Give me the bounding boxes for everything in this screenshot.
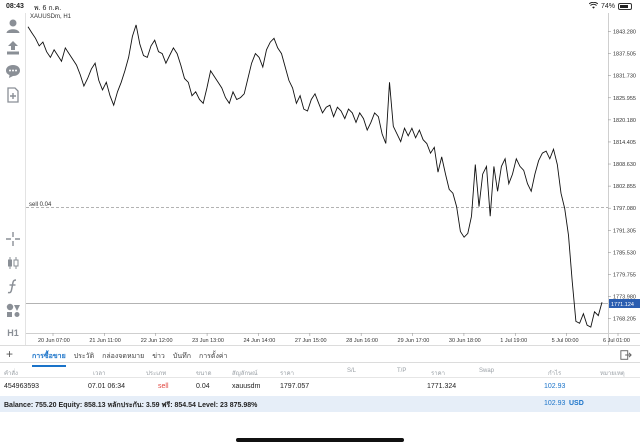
chart-symbol-label: XAUUSDm, H1 (30, 14, 72, 20)
price-axis-tick-label: 1802.855 (613, 184, 636, 190)
price-line-series (27, 24, 603, 328)
time-axis-tick-label: 1 Jul 19:00 (500, 338, 527, 344)
objects-shapes-icon[interactable] (4, 301, 22, 319)
column-header-10[interactable]: กำไร (548, 371, 562, 377)
chat-icon[interactable] (4, 62, 22, 80)
status-time: 08:43 (6, 3, 24, 10)
profit-currency: USD (569, 400, 584, 407)
time-axis-tick-label: 28 Jun 16:00 (346, 338, 378, 344)
tab-4[interactable]: บันทึก (172, 353, 191, 360)
order-current-price: 1771.324 (427, 383, 457, 390)
column-header-11[interactable]: หมายเหตุ (600, 371, 625, 377)
time-axis-tick-label: 21 Jun 11:00 (89, 338, 120, 344)
price-axis-tick-label: 1808.630 (613, 162, 636, 168)
time-axis-tick-label: 27 Jun 15:00 (295, 338, 327, 344)
price-chart[interactable]: XAUUSDm, H1 sell 0.04 1771.124 1843.280 1… (26, 13, 640, 345)
order-time: 07.01 06:34 (88, 383, 125, 390)
wifi-icon (588, 1, 599, 11)
column-header-2[interactable]: ประเภท (146, 371, 167, 377)
tab-2[interactable]: กล่องจดหมาย (102, 353, 145, 360)
time-axis-ticks: 20 Jun 07:00 21 Jun 11:00 22 Jun 12:00 23 J… (38, 333, 630, 344)
price-axis-tick-label: 1768.205 (613, 317, 636, 323)
status-bar: 08:43 พ. 6 ก.ค. 74% (0, 0, 640, 13)
order-profit: 102.93 (544, 383, 566, 390)
tab-1[interactable]: ประวัติ (73, 353, 95, 360)
time-axis-tick-label: 29 Jun 17:00 (398, 338, 430, 344)
order-size: 0.04 (196, 383, 210, 390)
column-header-8[interactable]: ราคา (431, 371, 445, 377)
price-axis-tick-label: 1779.755 (613, 272, 636, 278)
order-open-price: 1797.057 (280, 383, 310, 390)
status-right: 74% (588, 1, 632, 11)
column-header-9[interactable]: Swap (479, 368, 495, 374)
time-axis-tick-label: 5 Jul 00:00 (552, 338, 579, 344)
time-axis-tick-label: 20 Jun 07:00 (38, 338, 70, 344)
column-header-1[interactable]: เวลา (93, 371, 106, 377)
price-axis-tick-label: 1797.080 (613, 206, 636, 212)
column-header-6[interactable]: S/L (347, 368, 357, 374)
price-axis-tick-label: 1791.305 (613, 228, 636, 234)
price-axis-tick-label: 1831.730 (613, 74, 636, 80)
time-axis-tick-label: 23 Jun 13:00 (192, 338, 224, 344)
price-axis-tick-label: 1843.280 (613, 29, 636, 35)
price-axis-tick-label: 1814.405 (613, 140, 636, 146)
tab-list: การซื้อขาย ประวัติ กล่องจดหมาย ข่าว บันทึก กา… (32, 351, 227, 367)
candlestick-icon[interactable] (4, 254, 22, 272)
column-header-7[interactable]: T/P (397, 368, 407, 374)
account-icon[interactable] (4, 17, 22, 35)
orders-table-header: คำสั่ง เวลา ประเภท ขนาด สัญลักษณ์ ราคา S/L T/P ร… (0, 364, 640, 378)
trade-icon[interactable] (4, 39, 22, 57)
left-toolbar: H1 (0, 13, 26, 345)
new-order-button[interactable]: + (6, 347, 14, 361)
crosshair-icon[interactable] (4, 230, 22, 248)
tab-5[interactable]: การตั้งค่า (198, 353, 228, 360)
current-price-tag (609, 299, 640, 308)
time-axis-tick-label: 6 Jul 01:00 (603, 338, 630, 344)
sell-order-label: sell 0.04 (29, 202, 52, 208)
export-icon[interactable] (620, 349, 632, 361)
order-symbol: xauusdm (232, 383, 261, 390)
timeframe-h1-button[interactable]: H1 (7, 328, 19, 338)
column-header-0[interactable]: คำสั่ง (4, 371, 18, 377)
order-type: sell (158, 383, 169, 390)
battery-icon (618, 3, 632, 10)
price-axis-ticks: 1843.280 1837.505 1831.730 1825.955 1820.180… (608, 29, 636, 323)
bottom-tabs: + การซื้อขาย ประวัติ กล่องจดหมาย ข่าว บันทึก… (0, 345, 640, 367)
column-header-5[interactable]: ราคา (280, 371, 294, 377)
indicator-function-icon[interactable] (4, 277, 22, 295)
price-axis-tick-label: 1825.955 (613, 96, 636, 102)
total-profit: 102.93 (544, 400, 566, 407)
balance-bar: Balance: 755.20 Equity: 858.13 หลักประกั… (0, 396, 640, 412)
price-axis-tick-label: 1820.180 (613, 118, 636, 124)
balance-summary: Balance: 755.20 Equity: 858.13 หลักประกั… (4, 402, 258, 409)
time-axis-tick-label: 30 Jun 18:00 (449, 338, 481, 344)
battery-percent: 74% (600, 3, 615, 10)
time-axis-tick-label: 22 Jun 12:00 (141, 338, 173, 344)
chart-canvas[interactable]: sell 0.04 1771.124 1843.280 1837.505 1831.… (26, 13, 640, 345)
status-date: พ. 6 ก.ค. (34, 5, 62, 12)
home-indicator[interactable] (236, 438, 404, 442)
price-axis-tick-label: 1837.505 (613, 52, 636, 58)
tab-3[interactable]: ข่าว (152, 353, 165, 360)
price-axis-tick-label: 1773.980 (613, 295, 636, 301)
current-price-tag-label: 1771.124 (611, 302, 634, 308)
add-document-icon[interactable] (4, 86, 22, 104)
column-header-3[interactable]: ขนาด (196, 371, 212, 377)
order-number: 454963593 (4, 383, 40, 390)
table-row[interactable]: 454963593 07.01 06:34 sell 0.04 xauusdm … (0, 379, 640, 395)
column-header-4[interactable]: สัญลักษณ์ (232, 371, 258, 377)
time-axis-tick-label: 24 Jun 14:00 (243, 338, 275, 344)
tab-0[interactable]: การซื้อขาย (32, 351, 66, 367)
price-axis-tick-label: 1785.530 (613, 250, 636, 256)
